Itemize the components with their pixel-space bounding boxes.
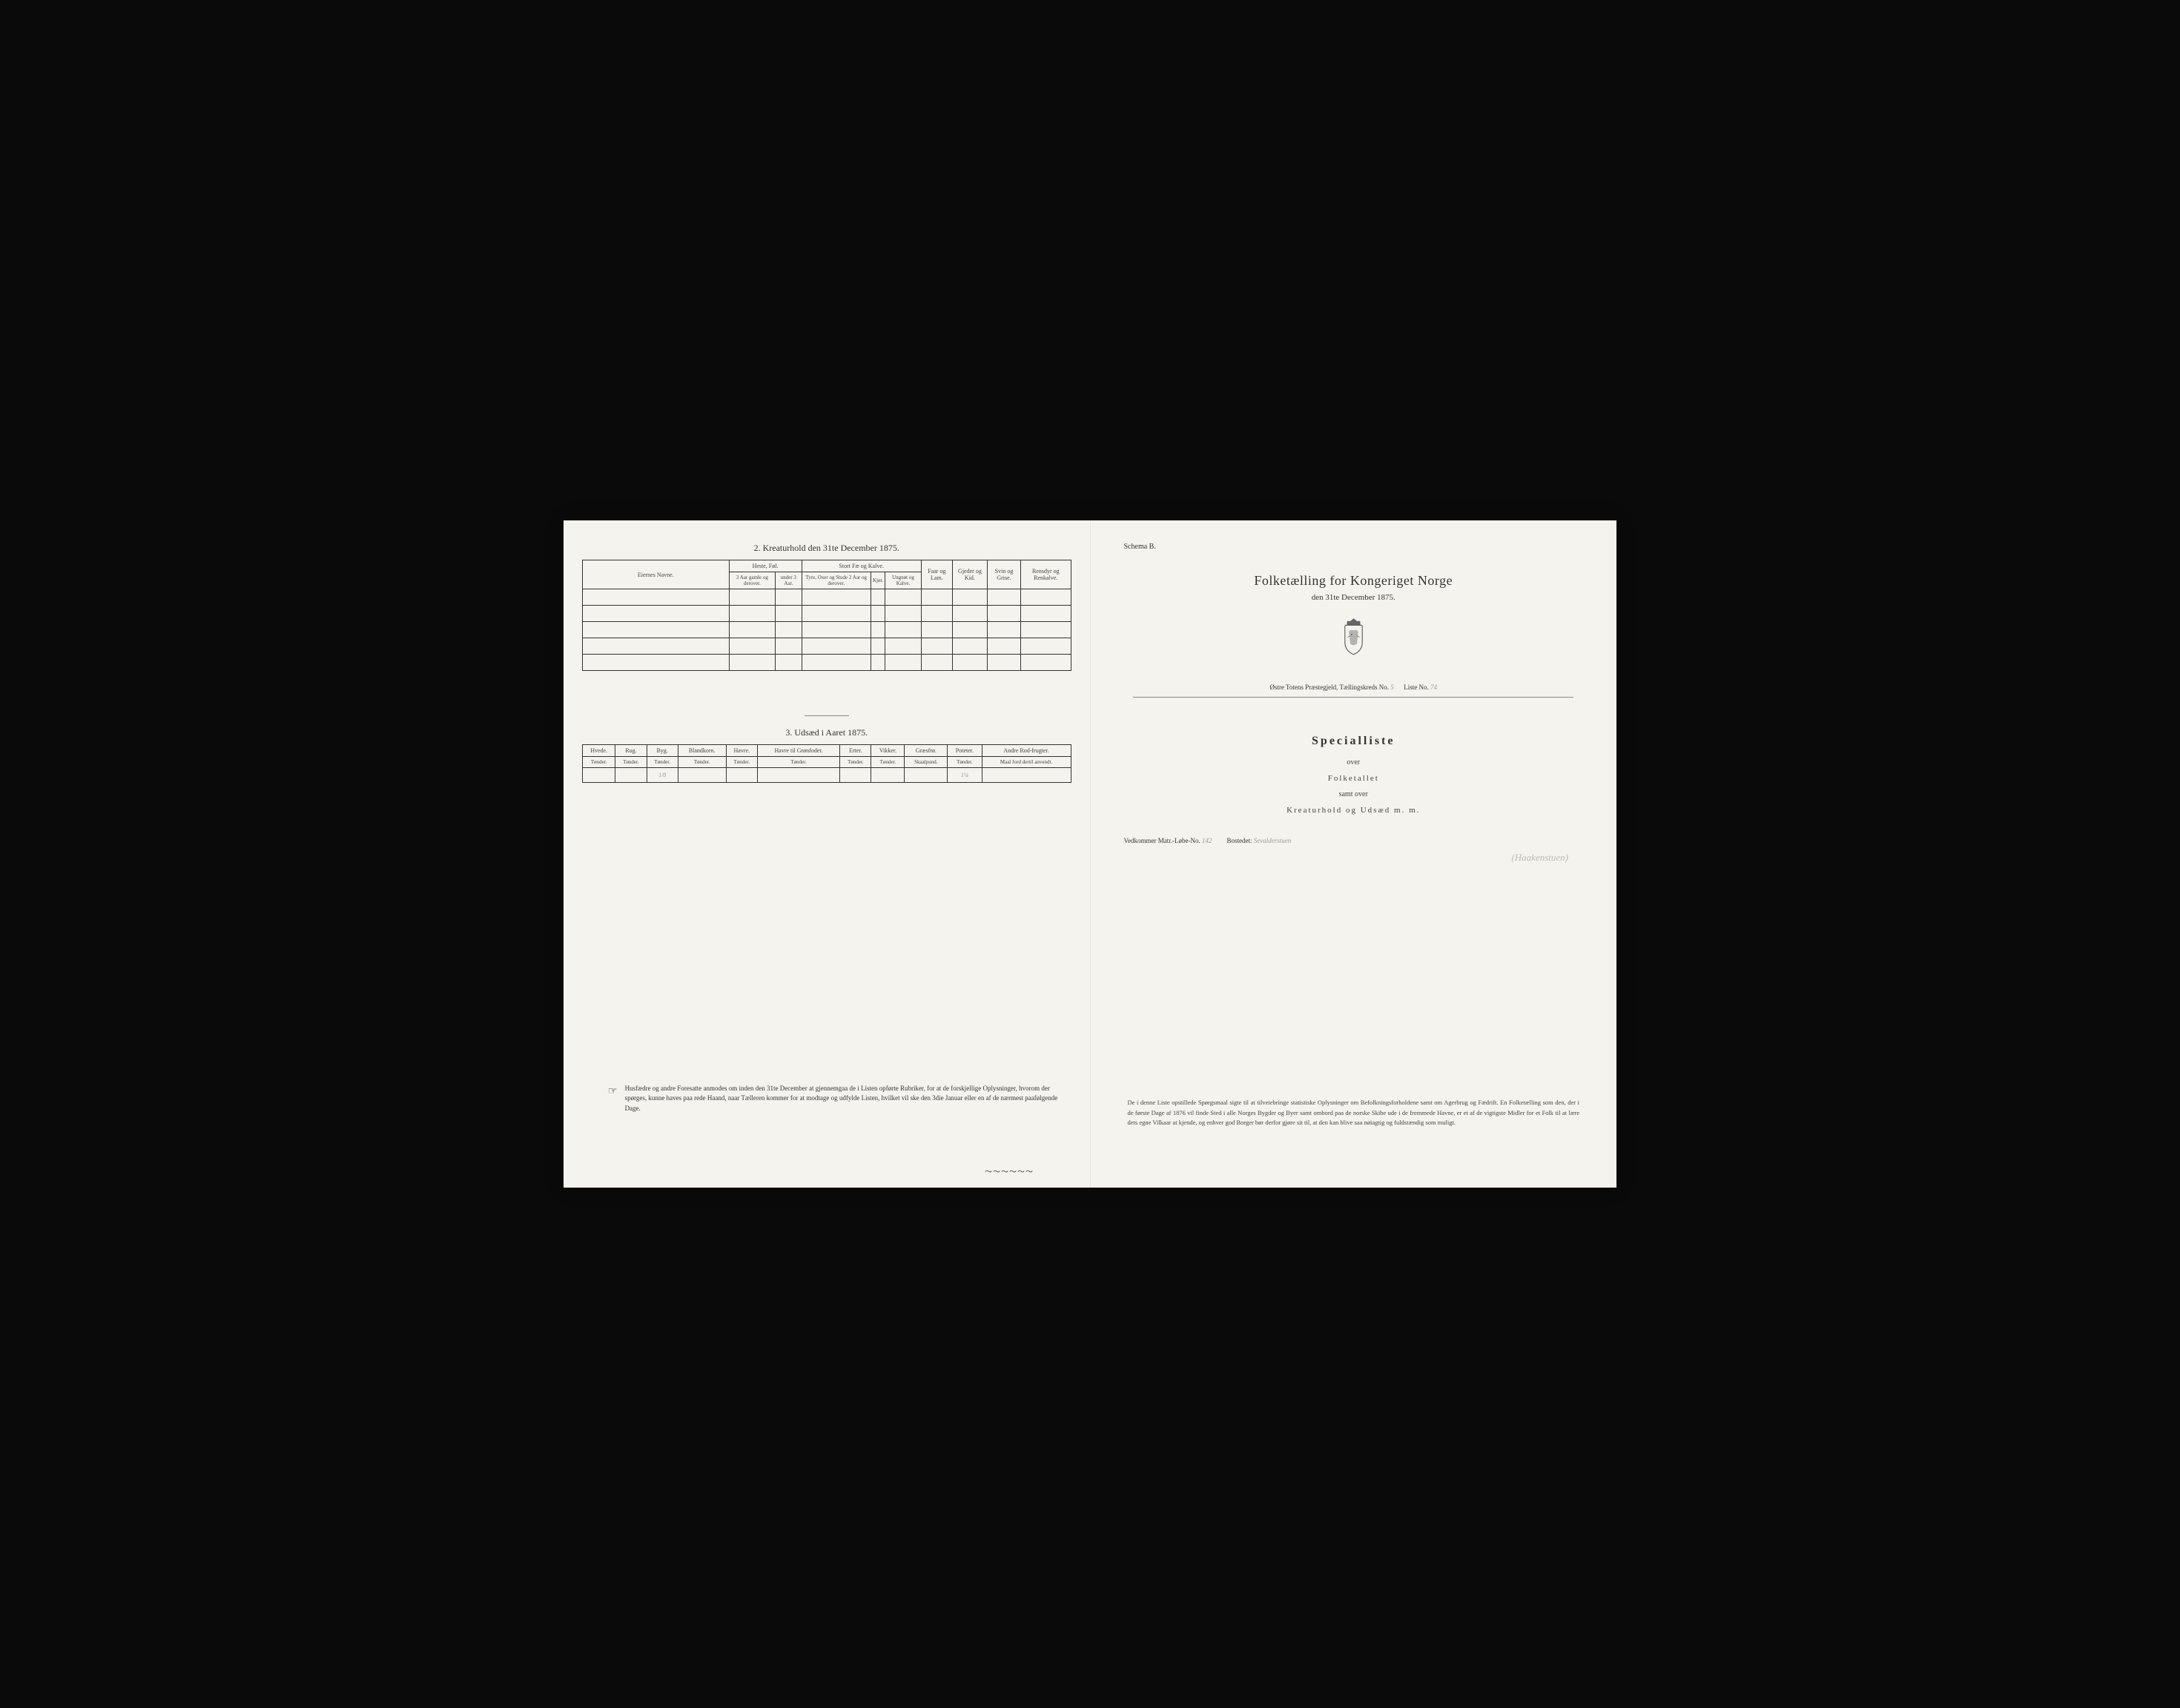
seed-col-subheader: Tønder.: [615, 757, 647, 768]
coat-of-arms-icon: [1109, 617, 1599, 661]
matr-line: Vedkommer Matr.-Løbe-No. 142 Bostedet: S…: [1124, 837, 1584, 844]
census-title: Folketælling for Kongeriget Norge: [1109, 573, 1599, 589]
seed-col-subheader: Maal Jord dertil anvendt.: [982, 757, 1071, 768]
col-rensdyr: Rensdyr og Renkalve.: [1021, 560, 1071, 589]
seed-cell: [905, 768, 948, 783]
seed-col-header: Byg.: [647, 745, 678, 757]
col-eiernes: Eiernes Navne.: [583, 560, 730, 589]
schema-label: Schema B.: [1124, 543, 1599, 551]
table-row: [583, 638, 1071, 655]
seed-col-header: Erter.: [840, 745, 871, 757]
col-fae-sub1: Tyre, Oxer og Stude 2 Aar og derover.: [802, 572, 871, 589]
seed-col-subheader: Tønder.: [757, 757, 839, 768]
table-row: [583, 622, 1071, 638]
seed-col-subheader: Tønder.: [583, 757, 615, 768]
bosted-value2: (Haakenstuen): [1109, 852, 1569, 864]
region-line: Østre Totens Præstegjeld, Tællingskreds …: [1109, 683, 1599, 691]
seed-col-header: Rug.: [615, 745, 647, 757]
liste-number: 74: [1430, 683, 1437, 691]
col-gjeder: Gjeder og Kid.: [952, 560, 987, 589]
seed-cell: [583, 768, 615, 783]
seed-col-header: Poteter.: [948, 745, 982, 757]
seed-col-header: Græsfrø.: [905, 745, 948, 757]
seed-col-header: Havre.: [726, 745, 757, 757]
kreaturhold-label: Kreaturhold og Udsæd m. m.: [1109, 806, 1599, 815]
seed-cell: 1¼: [948, 768, 982, 783]
section3-title: 3. Udsæd i Aaret 1875.: [582, 727, 1071, 738]
left-page: 2. Kreaturhold den 31te December 1875. E…: [564, 520, 1091, 1188]
kreds-number: 5: [1390, 683, 1394, 691]
seed-col-subheader: Tønder.: [871, 757, 905, 768]
seed-cell: [840, 768, 871, 783]
matr-value: 142: [1202, 837, 1212, 844]
seed-col-subheader: Tønder.: [726, 757, 757, 768]
left-footer-note: ☞ Husfædre og andre Foresatte anmodes om…: [608, 1084, 1060, 1114]
seed-cell: [982, 768, 1071, 783]
table-row: [583, 589, 1071, 606]
divider: [1133, 697, 1573, 698]
col-heste-sub2: under 3 Aar.: [776, 572, 802, 589]
livestock-tbody: [583, 589, 1071, 671]
document-spread: 2. Kreaturhold den 31te December 1875. E…: [564, 520, 1616, 1188]
col-faar: Faar og Lam.: [921, 560, 952, 589]
seed-col-header: Hvede.: [583, 745, 615, 757]
divider: [805, 715, 849, 716]
table-row: 1/8 1¼: [583, 768, 1071, 783]
census-date: den 31te December 1875.: [1109, 593, 1599, 602]
col-svin: Svin og Grise.: [987, 560, 1020, 589]
col-heste: Heste, Føl.: [729, 560, 802, 572]
seed-table: Hvede.Rug.Byg.Blandkorn.Havre.Havre til …: [582, 744, 1071, 783]
samt-over-label: samt over: [1109, 790, 1599, 798]
seed-col-subheader: Skaalpund.: [905, 757, 948, 768]
seed-col-subheader: Tønder.: [948, 757, 982, 768]
bosted-value: Sevalderstuen: [1254, 837, 1291, 844]
footer-text: Husfædre og andre Foresatte anmodes om i…: [625, 1084, 1060, 1114]
seed-cell: 1/8: [647, 768, 678, 783]
right-page: Schema B. Folketælling for Kongeriget No…: [1091, 520, 1617, 1188]
over-label: over: [1109, 758, 1599, 767]
seed-cell: [726, 768, 757, 783]
col-heste-sub1: 3 Aar gamle og derover.: [729, 572, 776, 589]
seed-col-subheader: Tønder.: [840, 757, 871, 768]
seed-col-subheader: Tønder.: [678, 757, 726, 768]
specialliste-title: Specialliste: [1109, 735, 1599, 748]
col-fae-sub2: Kjør.: [871, 572, 885, 589]
table-row: [583, 655, 1071, 671]
seed-cell: [678, 768, 726, 783]
seed-col-header: Havre til Grønfoder.: [757, 745, 839, 757]
pointing-hand-icon: ☞: [608, 1084, 618, 1114]
seed-col-header: Blandkorn.: [678, 745, 726, 757]
binding-mark: ～～～～～～: [985, 1165, 1034, 1176]
seed-cell: [871, 768, 905, 783]
table-row: [583, 606, 1071, 622]
col-stortfae: Stort Fæ og Kalve.: [802, 560, 921, 572]
seed-col-header: Andre Rod-frugter.: [982, 745, 1071, 757]
right-footer-text: De i denne Liste opstillede Spørgsmaal s…: [1128, 1098, 1580, 1128]
seed-col-subheader: Tønder.: [647, 757, 678, 768]
section2-title: 2. Kreaturhold den 31te December 1875.: [582, 543, 1071, 554]
scan-frame: 2. Kreaturhold den 31te December 1875. E…: [545, 502, 1635, 1206]
col-fae-sub3: Ungnøt og Kalve.: [885, 572, 922, 589]
seed-cell: [757, 768, 839, 783]
seed-col-header: Vikker.: [871, 745, 905, 757]
seed-cell: [615, 768, 647, 783]
livestock-table: Eiernes Navne. Heste, Føl. Stort Fæ og K…: [582, 560, 1071, 671]
folketallet-label: Folketallet: [1109, 774, 1599, 783]
